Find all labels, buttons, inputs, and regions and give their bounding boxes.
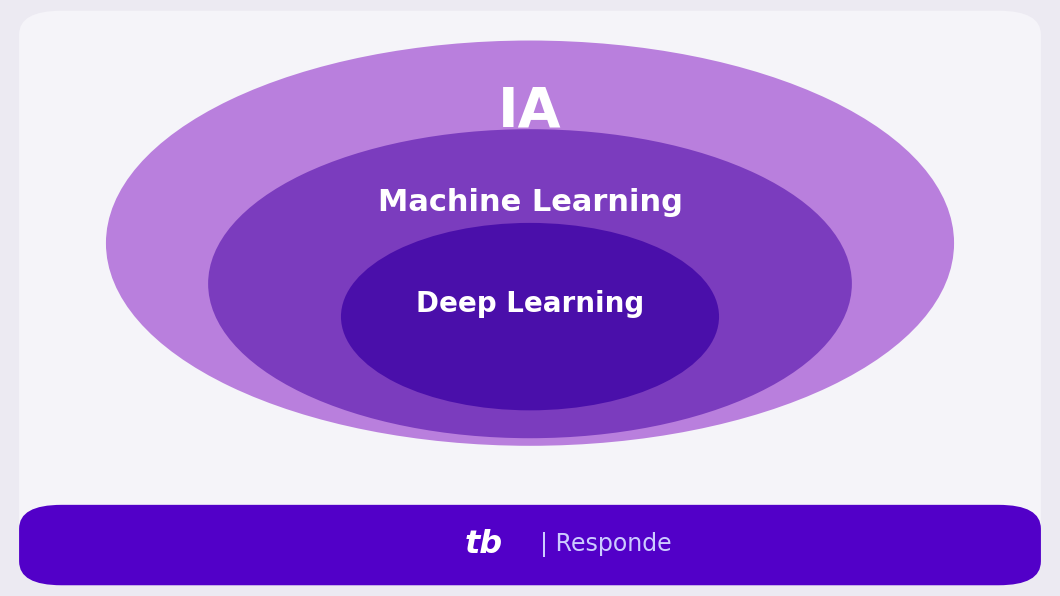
Text: Deep Learning: Deep Learning (416, 290, 644, 318)
FancyBboxPatch shape (19, 11, 1041, 585)
Text: Machine Learning: Machine Learning (377, 188, 683, 217)
Ellipse shape (341, 223, 719, 410)
Text: | Responde: | Responde (541, 532, 672, 557)
FancyBboxPatch shape (19, 505, 1041, 585)
Text: tb: tb (465, 529, 503, 560)
Text: IA: IA (498, 85, 562, 138)
Ellipse shape (208, 129, 852, 438)
Ellipse shape (106, 41, 954, 446)
